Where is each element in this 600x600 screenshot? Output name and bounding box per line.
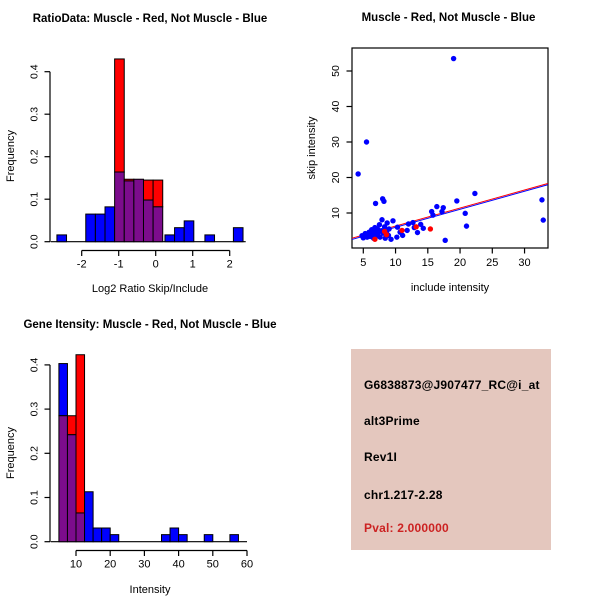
svg-text:40: 40	[172, 559, 184, 571]
svg-text:20: 20	[454, 257, 466, 269]
svg-text:60: 60	[241, 559, 253, 571]
svg-text:0.2: 0.2	[29, 149, 41, 164]
svg-text:0.1: 0.1	[29, 192, 41, 207]
axes: 0.0 0.1 0.2 0.3 0.4 10 20 30 40 50 60	[29, 357, 254, 570]
svg-text:5: 5	[360, 257, 366, 269]
svg-text:-1: -1	[114, 259, 124, 271]
svg-text:2: 2	[227, 259, 233, 271]
svg-text:-2: -2	[77, 259, 87, 271]
svg-text:1: 1	[190, 259, 196, 271]
svg-text:0.3: 0.3	[29, 107, 41, 122]
svg-text:30: 30	[138, 559, 150, 571]
svg-text:Gene Itensity: Muscle - Red, N: Gene Itensity: Muscle - Red, Not Muscle …	[23, 319, 276, 331]
svg-text:15: 15	[422, 257, 434, 269]
svg-text:Frequency: Frequency	[5, 427, 17, 479]
pval-text: Pval: 2.000000	[364, 521, 449, 535]
svg-text:0.4: 0.4	[29, 64, 41, 79]
svg-text:0.2: 0.2	[29, 446, 41, 461]
svg-text:RatioData: Muscle - Red, Not M: RatioData: Muscle - Red, Not Muscle - Bl…	[33, 13, 268, 25]
svg-text:0.4: 0.4	[29, 357, 41, 372]
svg-text:20: 20	[104, 559, 116, 571]
svg-text:Log2 Ratio Skip/Include: Log2 Ratio Skip/Include	[92, 283, 208, 295]
intensity-scatter-plot: Muscle - Red, Not Muscle - Blue include i…	[306, 12, 549, 294]
svg-text:50: 50	[330, 65, 342, 77]
svg-text:0: 0	[153, 259, 159, 271]
svg-text:20: 20	[330, 172, 342, 184]
svg-text:0.3: 0.3	[29, 402, 41, 417]
svg-text:Muscle - Red, Not Muscle - Blu: Muscle - Red, Not Muscle - Blue	[362, 12, 536, 24]
svg-text:0.0: 0.0	[29, 234, 41, 249]
strand-text: Rev1I	[364, 450, 398, 464]
points-muscle	[372, 224, 434, 242]
svg-text:include intensity: include intensity	[411, 282, 490, 294]
gene-intensity-histogram: Gene Itensity: Muscle - Red, Not Muscle …	[5, 319, 277, 596]
gene-info-panel: G6838873@J907477_RC@i_at alt3Prime Rev1I…	[351, 349, 551, 550]
svg-text:25: 25	[486, 257, 498, 269]
location-text: chr1.217-2.28	[364, 488, 443, 502]
svg-text:Frequency: Frequency	[5, 130, 17, 182]
svg-text:skip intensity: skip intensity	[306, 116, 318, 179]
event-type-text: alt3Prime	[364, 414, 420, 428]
svg-text:10: 10	[70, 559, 82, 571]
svg-text:40: 40	[330, 101, 342, 113]
svg-text:0.1: 0.1	[29, 490, 41, 505]
points-not-muscle	[355, 55, 546, 244]
svg-text:10: 10	[389, 257, 401, 269]
ratio-histogram: RatioData: Muscle - Red, Not Muscle - Bl…	[5, 13, 268, 295]
svg-text:0.0: 0.0	[29, 534, 41, 549]
histogram-bars	[58, 354, 239, 543]
svg-text:10: 10	[330, 207, 342, 219]
svg-text:50: 50	[207, 559, 219, 571]
svg-text:30: 30	[330, 136, 342, 148]
svg-text:30: 30	[518, 257, 530, 269]
probe-id-text: G6838873@J907477_RC@i_at	[364, 378, 540, 392]
histogram-bars	[56, 58, 244, 243]
axes: 10 20 30 40 50 5 10 15 20 25 30	[330, 47, 549, 269]
svg-text:Intensity: Intensity	[130, 584, 171, 596]
